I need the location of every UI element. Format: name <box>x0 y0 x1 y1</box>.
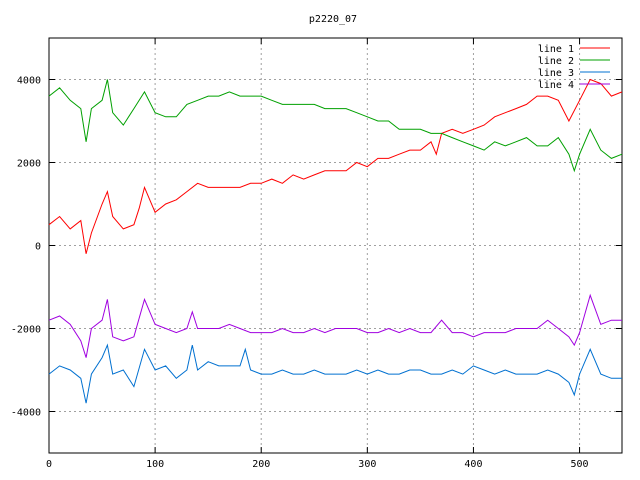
y-tick-label: -2000 <box>11 325 41 336</box>
grid-lines <box>49 38 622 453</box>
series-line-line-2 <box>48 79 623 173</box>
x-tick-label: 100 <box>146 459 164 470</box>
y-tick-label: 2000 <box>17 159 41 170</box>
y-tick-label: 0 <box>35 242 41 253</box>
x-tick-label: 0 <box>46 459 52 470</box>
y-tick-label: -4000 <box>11 408 41 419</box>
x-tick-label: 400 <box>464 459 482 470</box>
y-tick-label: 4000 <box>17 76 41 87</box>
legend-label: line 4 <box>538 80 574 91</box>
x-axis-ticks: 0 100 200 300 400 500 <box>46 38 589 470</box>
x-tick-label: 200 <box>252 459 270 470</box>
legend-label: line 3 <box>538 68 574 79</box>
chart-title: p2220_07 <box>309 14 357 25</box>
series-line-line-1 <box>48 78 623 254</box>
x-tick-label: 300 <box>358 459 376 470</box>
y-axis-ticks: -4000 -2000 0 2000 4000 <box>11 76 622 419</box>
series-line-line-4 <box>48 293 622 358</box>
legend-label: line 1 <box>538 44 574 55</box>
legend-label: line 2 <box>538 56 574 67</box>
series-lines <box>48 78 623 404</box>
series-line-line-3 <box>48 343 622 404</box>
x-tick-label: 500 <box>571 459 589 470</box>
